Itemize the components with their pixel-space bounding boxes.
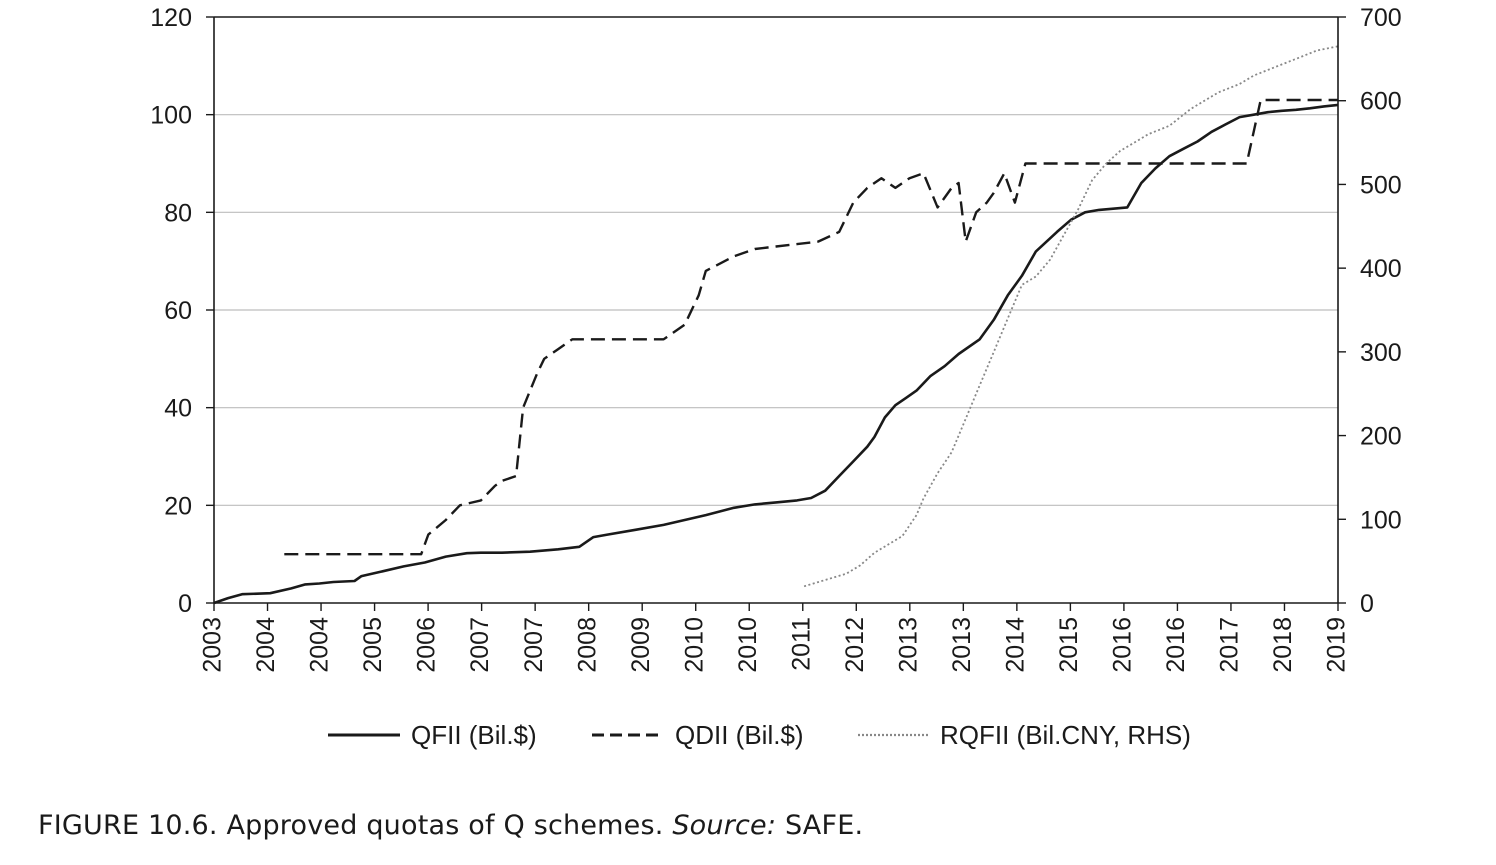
x-tick-label: 2013 [948,617,976,673]
x-tick-label: 2014 [1001,617,1029,673]
x-tick-label: 2006 [413,617,441,673]
x-tick-label: 2016 [1162,617,1190,673]
x-tick-label: 2016 [1109,617,1137,673]
y-right-tick-label: 700 [1360,4,1402,32]
x-tick-label: 2009 [627,617,655,673]
x-tick-label: 2004 [306,617,334,673]
y-right-tick-label: 300 [1360,339,1402,367]
y-left-tick-label: 0 [178,590,192,618]
x-tick-label: 2015 [1055,617,1083,673]
x-tick-label: 2007 [466,617,494,673]
series-lines [213,45,1339,605]
x-tick-label: 2004 [252,617,280,673]
y-right-tick-label: 0 [1360,590,1374,618]
caption-source-label: Source: [672,810,777,841]
x-tick-label: 2010 [680,617,708,673]
caption-main: FIGURE 10.6. Approved quotas of Q scheme… [38,810,664,841]
series-line-qfii [213,103,1339,605]
legend: QFII (Bil.$) QDII (Bil.$) RQFII (Bil.CNY, … [328,720,1191,750]
x-tick-label: 2007 [520,617,548,673]
x-tick-label: 2018 [1269,617,1297,673]
legend-label-qfii: QFII (Bil.$) [411,720,537,750]
x-tick-label: 2013 [894,617,922,673]
x-tick-label: 2017 [1216,617,1244,673]
legend-label-rqfii: RQFII (Bil.CNY, RHS) [940,720,1191,750]
y-left-tick-label: 20 [164,492,192,520]
grid-lines [214,114,1338,506]
y-right-tick-label: 500 [1360,171,1402,199]
y-left-tick-label: 40 [164,395,192,423]
y-left-tick-label: 120 [150,4,192,32]
x-tick-label: 2008 [573,617,601,673]
series-line-qdii [284,98,1338,556]
y-left-tick-label: 80 [164,199,192,227]
x-tick-label: 2005 [359,617,387,673]
tick-labels: 0 20 40 60 80 100 120 0 100 200 300 400 500 600 700 200… [150,4,1401,673]
y-right-tick-label: 100 [1360,506,1402,534]
y-right-tick-label: 200 [1360,423,1402,451]
legend-label-qdii: QDII (Bil.$) [675,720,804,750]
caption-source-value: SAFE. [784,810,864,841]
y-right-tick-label: 600 [1360,88,1402,116]
x-tick-label: 2010 [734,617,762,673]
y-right-tick-label: 400 [1360,255,1402,283]
y-left-tick-label: 100 [150,102,192,130]
x-tick-label: 2011 [787,617,815,671]
axes [206,16,1346,611]
x-tick-label: 2003 [199,617,227,673]
figure-caption: FIGURE 10.6. Approved quotas of Q scheme… [38,810,863,841]
y-left-tick-label: 60 [164,297,192,325]
x-tick-label: 2019 [1323,617,1351,673]
x-tick-label: 2012 [841,617,869,673]
